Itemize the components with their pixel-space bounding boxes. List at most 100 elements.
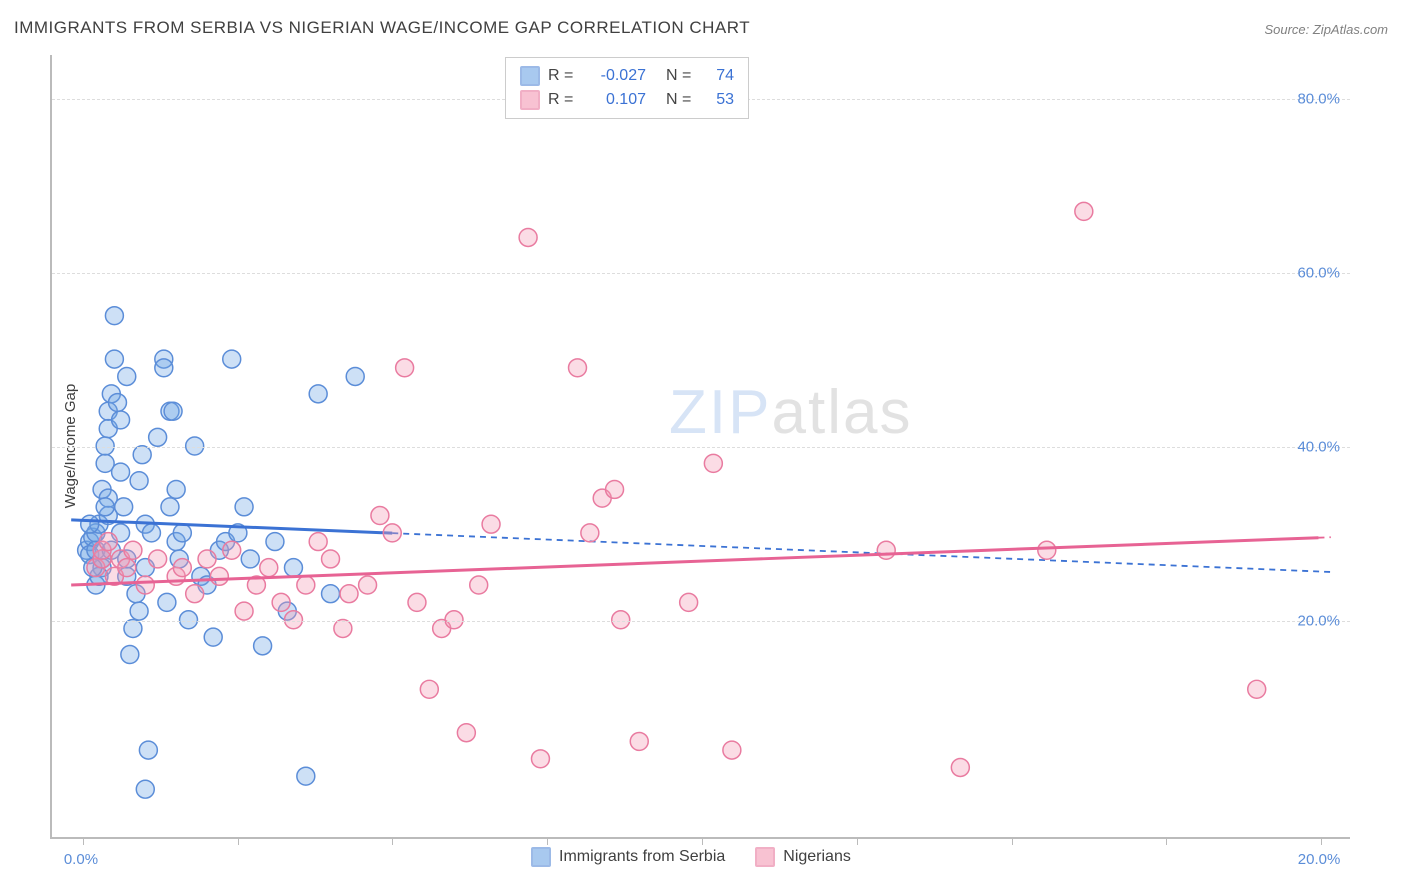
scatter-point — [139, 741, 157, 759]
legend-series-name: Immigrants from Serbia — [559, 848, 725, 866]
scatter-point — [204, 628, 222, 646]
legend-n-value: 74 — [704, 64, 734, 88]
y-tick-label: 20.0% — [1297, 613, 1340, 630]
scatter-point — [951, 759, 969, 777]
scatter-point — [612, 611, 630, 629]
scatter-point — [149, 550, 167, 568]
x-tick — [1012, 837, 1013, 845]
x-tick — [1166, 837, 1167, 845]
chart-svg — [52, 55, 1350, 837]
scatter-point — [519, 228, 537, 246]
scatter-point — [445, 611, 463, 629]
scatter-point — [241, 550, 259, 568]
legend-r-label: R = — [548, 64, 578, 88]
scatter-point — [124, 541, 142, 559]
series-legend: Immigrants from Serbia Nigerians — [531, 847, 851, 867]
legend-swatch — [755, 847, 775, 867]
scatter-point — [173, 524, 191, 542]
scatter-point — [569, 359, 587, 377]
scatter-point — [112, 463, 130, 481]
legend-r-value: 0.107 — [586, 88, 646, 112]
scatter-point — [180, 611, 198, 629]
x-tick — [392, 837, 393, 845]
legend-swatch — [520, 90, 540, 110]
chart-title: IMMIGRANTS FROM SERBIA VS NIGERIAN WAGE/… — [14, 18, 750, 38]
scatter-point — [109, 394, 127, 412]
scatter-point — [322, 550, 340, 568]
scatter-point — [1038, 541, 1056, 559]
legend-r-value: -0.027 — [586, 64, 646, 88]
scatter-point — [630, 732, 648, 750]
scatter-point — [581, 524, 599, 542]
scatter-point — [482, 515, 500, 533]
legend-item: Immigrants from Serbia — [531, 847, 725, 867]
x-tick-label: 20.0% — [1298, 851, 1341, 868]
y-tick-label: 60.0% — [1297, 264, 1340, 281]
scatter-point — [284, 611, 302, 629]
scatter-point — [112, 411, 130, 429]
scatter-point — [457, 724, 475, 742]
scatter-point — [266, 533, 284, 551]
scatter-point — [118, 559, 136, 577]
scatter-point — [272, 593, 290, 611]
scatter-point — [359, 576, 377, 594]
scatter-point — [210, 567, 228, 585]
legend-item: Nigerians — [755, 847, 851, 867]
x-tick — [702, 837, 703, 845]
plot-area: 20.0% 40.0% 60.0% 80.0% — [50, 55, 1350, 839]
legend-n-value: 53 — [704, 88, 734, 112]
legend-row: R = 0.107 N = 53 — [520, 88, 734, 112]
legend-n-label: N = — [666, 64, 696, 88]
scatter-point — [96, 437, 114, 455]
gridline — [52, 273, 1350, 274]
scatter-point — [297, 767, 315, 785]
scatter-point — [149, 428, 167, 446]
scatter-point — [105, 350, 123, 368]
scatter-point — [155, 359, 173, 377]
legend-n-label: N = — [666, 88, 696, 112]
scatter-point — [260, 559, 278, 577]
scatter-point — [186, 437, 204, 455]
scatter-point — [408, 593, 426, 611]
x-tick — [238, 837, 239, 845]
legend-series-name: Nigerians — [783, 848, 851, 866]
source-attribution: Source: ZipAtlas.com — [1264, 22, 1388, 37]
scatter-point — [704, 454, 722, 472]
scatter-point — [420, 680, 438, 698]
gridline — [52, 447, 1350, 448]
correlation-legend: R = -0.027 N = 74 R = 0.107 N = 53 — [505, 57, 749, 119]
scatter-point — [81, 515, 99, 533]
scatter-point — [383, 524, 401, 542]
scatter-point — [346, 368, 364, 386]
scatter-point — [198, 550, 216, 568]
scatter-point — [167, 480, 185, 498]
scatter-point — [470, 576, 488, 594]
scatter-point — [136, 576, 154, 594]
scatter-point — [115, 498, 133, 516]
scatter-point — [877, 541, 895, 559]
scatter-point — [340, 585, 358, 603]
x-tick — [1321, 837, 1322, 845]
x-tick — [547, 837, 548, 845]
scatter-point — [284, 559, 302, 577]
scatter-point — [371, 507, 389, 525]
scatter-point — [723, 741, 741, 759]
scatter-point — [105, 307, 123, 325]
scatter-point — [1248, 680, 1266, 698]
scatter-point — [396, 359, 414, 377]
legend-row: R = -0.027 N = 74 — [520, 64, 734, 88]
scatter-point — [531, 750, 549, 768]
scatter-point — [142, 524, 160, 542]
y-tick-label: 40.0% — [1297, 439, 1340, 456]
scatter-point — [130, 602, 148, 620]
scatter-point — [235, 602, 253, 620]
scatter-point — [322, 585, 340, 603]
scatter-point — [223, 350, 241, 368]
scatter-point — [606, 480, 624, 498]
scatter-point — [136, 780, 154, 798]
y-tick-label: 80.0% — [1297, 90, 1340, 107]
legend-r-label: R = — [548, 88, 578, 112]
scatter-point — [309, 533, 327, 551]
scatter-point — [158, 593, 176, 611]
gridline — [52, 621, 1350, 622]
